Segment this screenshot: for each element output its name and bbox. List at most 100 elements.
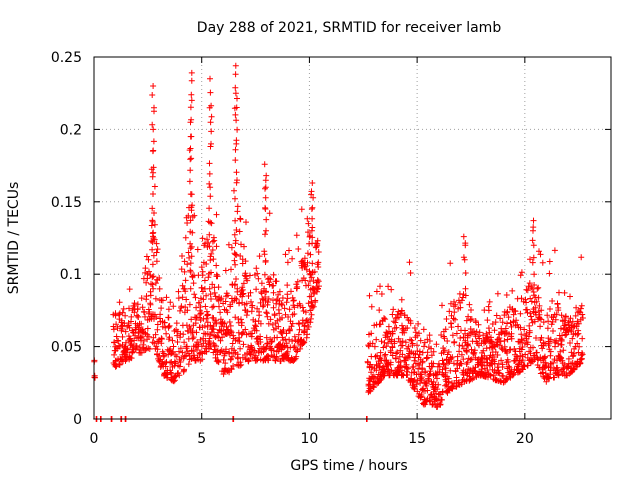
data-point [536, 248, 542, 255]
data-point [112, 363, 119, 370]
data-point [465, 342, 472, 349]
data-point [370, 373, 377, 380]
data-point [294, 283, 301, 290]
data-point [293, 232, 300, 239]
data-point [91, 372, 98, 379]
data-point [382, 351, 389, 358]
data-point [443, 316, 450, 322]
data-point [393, 324, 400, 331]
data-point [207, 219, 214, 226]
data-point [207, 253, 214, 260]
data-point [552, 316, 559, 323]
data-point [533, 335, 539, 341]
data-point [468, 316, 475, 322]
data-point [513, 317, 520, 324]
data-point [275, 306, 282, 313]
data-point [367, 388, 374, 395]
data-point [278, 300, 285, 307]
data-point [538, 307, 545, 314]
data-point [448, 324, 455, 331]
data-point [441, 361, 448, 368]
data-point [199, 356, 206, 363]
data-point [243, 300, 250, 307]
data-point [182, 234, 189, 241]
data-point [207, 343, 214, 350]
data-point [170, 348, 176, 355]
data-point [223, 346, 229, 353]
data-point [190, 334, 197, 341]
data-point [286, 336, 293, 343]
data-point [167, 359, 174, 366]
data-point [247, 351, 254, 358]
data-point [204, 330, 211, 337]
data-point [198, 264, 205, 271]
data-point [226, 319, 233, 325]
data-point [187, 260, 194, 267]
data-point [415, 320, 422, 327]
data-point [170, 378, 177, 385]
data-point [263, 216, 270, 223]
data-point [417, 380, 424, 387]
data-point [167, 369, 174, 376]
data-point [229, 340, 236, 347]
data-point [187, 268, 194, 275]
data-point [536, 302, 543, 309]
data-point [506, 364, 513, 371]
data-point [315, 249, 322, 255]
data-point [232, 240, 239, 247]
data-point [167, 299, 174, 306]
data-point [254, 270, 261, 277]
data-point [503, 292, 510, 298]
data-point [151, 236, 158, 243]
data-point [575, 320, 582, 327]
data-point [182, 288, 189, 295]
data-point [449, 354, 456, 361]
data-point [206, 270, 213, 277]
data-point [227, 322, 234, 329]
data-point [166, 322, 173, 329]
data-point [579, 315, 586, 321]
data-point [238, 316, 244, 323]
data-point [297, 345, 304, 352]
data-point [150, 229, 157, 236]
data-point [220, 356, 227, 363]
data-point [539, 259, 546, 266]
data-point [308, 311, 315, 318]
data-point [409, 340, 416, 347]
data-point [257, 320, 264, 327]
data-point [135, 314, 142, 320]
data-point [152, 295, 159, 302]
data-point [114, 345, 121, 352]
data-point [230, 363, 237, 369]
data-point [505, 363, 512, 370]
data-point [120, 305, 127, 312]
data-point [527, 310, 534, 317]
data-point [257, 339, 264, 345]
data-point [187, 133, 194, 140]
data-point [537, 251, 544, 258]
data-point [561, 289, 568, 296]
data-point [150, 169, 157, 176]
data-point [555, 340, 562, 347]
data-point [518, 295, 525, 302]
data-point [430, 348, 437, 355]
data-point [377, 283, 383, 290]
data-point [191, 291, 198, 298]
data-point [263, 334, 270, 341]
data-point [156, 275, 163, 281]
data-point [535, 294, 542, 301]
data-point [451, 338, 458, 345]
data-point [494, 364, 501, 371]
data-point [149, 274, 156, 281]
data-point [507, 346, 514, 353]
data-point [487, 372, 494, 379]
data-point [218, 295, 225, 302]
data-point [463, 348, 470, 355]
data-point [420, 326, 427, 333]
data-point [194, 246, 201, 253]
data-point [203, 315, 210, 322]
data-point [176, 363, 183, 370]
data-point [579, 335, 586, 342]
data-point [549, 318, 556, 325]
data-point [290, 297, 297, 304]
